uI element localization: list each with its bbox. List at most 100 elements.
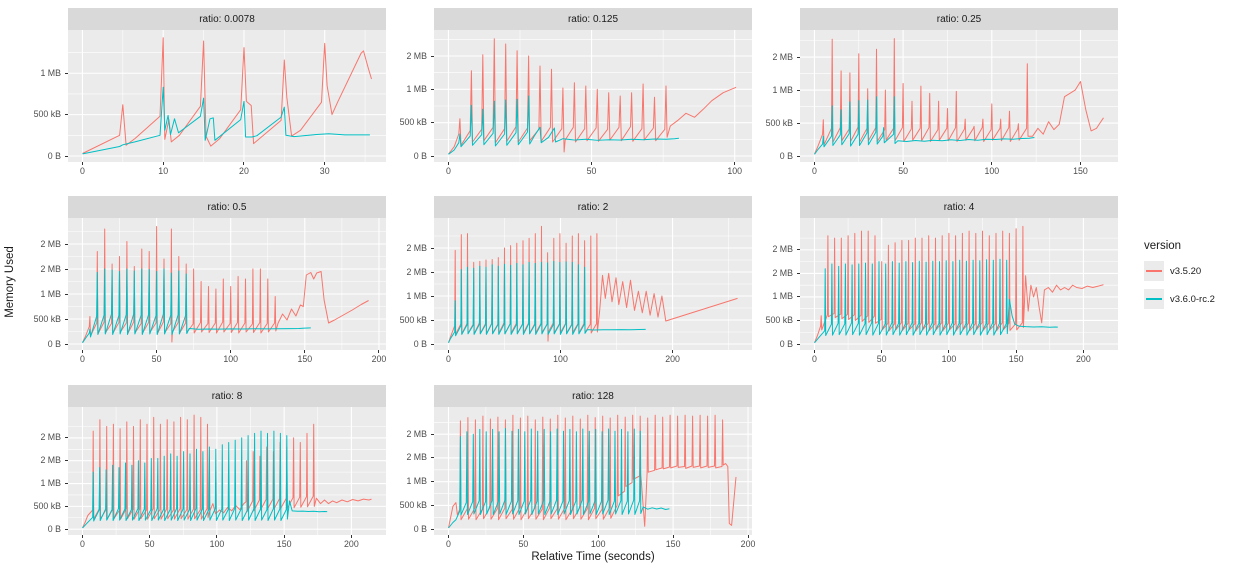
facet-strip: ratio: 128 [434, 385, 752, 407]
x-tick-mark [1082, 350, 1084, 353]
x-tick-label: 50 [586, 166, 597, 176]
y-tick-label: 0 B [47, 338, 61, 349]
y-tick-label: 0 B [779, 150, 793, 161]
y-tick-mark [431, 271, 434, 273]
x-axis-tick-labels: 0 50 100 150 200 [68, 535, 386, 551]
y-tick-mark [431, 88, 434, 90]
y-tick-label: 500 kB [765, 117, 793, 128]
y-tick-mark [65, 268, 68, 270]
x-tick-label: 100 [941, 354, 957, 364]
x-axis-tick-labels: 0 100 200 [434, 350, 752, 366]
x-tick-label: 200 [344, 539, 359, 549]
y-tick-label: 1 MB [772, 291, 793, 302]
y-tick-mark [431, 457, 434, 459]
y-tick-label: 2 MB [772, 244, 793, 255]
y-tick-label: 1 MB [40, 67, 61, 78]
y-tick-mark [65, 243, 68, 245]
x-tick-label: 200 [1076, 354, 1091, 364]
facet-strip-label: ratio: 0.125 [567, 13, 619, 25]
legend-label: v3.6.0-rc.2 [1170, 293, 1215, 305]
x-tick-mark [447, 535, 449, 538]
series-line-v3.5.20 [82, 37, 372, 154]
y-tick-mark [797, 296, 800, 298]
series-line-v3.5.20 [82, 414, 372, 529]
y-tick-label: 2 MB [40, 263, 61, 274]
x-tick-mark [447, 350, 449, 353]
series-line-v3.6.0-rc.2 [82, 86, 370, 155]
series-line-v3.6.0-rc.2 [448, 428, 670, 529]
y-tick-label: 2 MB [406, 266, 427, 277]
facet-strip-label: ratio: 128 [572, 390, 614, 402]
facet-strip-label: ratio: 0.25 [936, 13, 982, 25]
x-tick-mark [324, 162, 326, 165]
plot-area [68, 30, 386, 162]
y-tick-label: 2 MB [40, 432, 61, 443]
y-tick-mark [65, 155, 68, 157]
x-tick-label: 150 [1008, 354, 1024, 364]
facet-strip: ratio: 8 [68, 385, 386, 407]
x-tick-mark [81, 162, 83, 165]
x-tick-mark [991, 162, 993, 165]
facet-panel: ratio: 128 0 B 500 kB 1 MB 2 MB 2 MB 0 50 100 150… [386, 385, 755, 551]
y-axis-title: Memory Used [4, 246, 16, 318]
y-tick-label: 1 MB [40, 478, 61, 489]
x-tick-label: 30 [319, 166, 330, 176]
facet-panel: ratio: 0.0078 0 B 500 kB 1 MB 0 10 20 30 [20, 8, 386, 178]
y-tick-label: 0 B [47, 150, 61, 161]
x-tick-mark [378, 350, 380, 353]
y-tick-mark [431, 155, 434, 157]
legend-key [1144, 261, 1164, 281]
x-tick-label: 200 [665, 354, 680, 364]
y-tick-mark [431, 319, 434, 321]
x-tick-label: 200 [740, 539, 756, 549]
legend-entry: v3.6.0-rc.2 [1144, 289, 1215, 309]
x-tick-mark [350, 535, 352, 538]
x-tick-mark [948, 350, 950, 353]
x-tick-label: 0 [812, 166, 817, 176]
y-tick-mark [431, 343, 434, 345]
x-tick-mark [156, 350, 158, 353]
x-axis-tick-labels: 0 50 100 150 200 [68, 350, 386, 366]
y-axis-tick-labels: 0 B 500 kB 1 MB 2 MB [752, 30, 800, 162]
series-line-v3.5.20 [448, 38, 737, 155]
facet-strip: ratio: 0.0078 [68, 8, 386, 30]
x-tick-mark [162, 162, 164, 165]
x-tick-mark [672, 350, 674, 353]
y-tick-label: 500 kB [765, 314, 793, 325]
facet-strip: ratio: 0.5 [68, 196, 386, 218]
x-tick-label: 100 [727, 166, 743, 176]
series-line-v3.5.20 [448, 414, 737, 528]
x-tick-label: 150 [665, 539, 681, 549]
y-tick-mark [797, 122, 800, 124]
x-tick-mark [560, 350, 561, 353]
x-tick-mark [747, 535, 749, 538]
x-tick-label: 50 [898, 166, 909, 176]
y-tick-mark [431, 481, 434, 483]
y-tick-label: 2 MB [406, 428, 427, 439]
x-tick-label: 100 [590, 539, 606, 549]
y-tick-mark [65, 505, 68, 507]
facet-strip: ratio: 2 [434, 196, 752, 218]
facet-strip-label: ratio: 2 [577, 201, 609, 213]
y-tick-mark [65, 318, 68, 320]
x-tick-mark [813, 350, 815, 353]
y-axis-tick-labels: 0 B 500 kB 1 MB 2 MB 2 MB [20, 407, 68, 535]
y-tick-label: 0 B [413, 338, 427, 349]
y-tick-label: 2 MB [406, 242, 427, 253]
y-tick-mark [65, 528, 68, 530]
plot-area [434, 407, 752, 535]
x-tick-label: 50 [144, 539, 155, 549]
y-tick-label: 500 kB [33, 313, 61, 324]
x-tick-mark [243, 162, 245, 165]
y-tick-mark [431, 55, 434, 57]
x-tick-mark [1079, 162, 1081, 165]
x-axis-tick-labels: 0 50 100 150 [800, 162, 1118, 178]
legend-title: version [1144, 240, 1182, 252]
y-tick-mark [797, 319, 800, 321]
y-tick-label: 2 MB [406, 50, 427, 61]
x-tick-mark [149, 535, 151, 538]
x-tick-mark [522, 535, 524, 538]
y-tick-mark [65, 483, 68, 485]
y-tick-mark [65, 114, 68, 116]
